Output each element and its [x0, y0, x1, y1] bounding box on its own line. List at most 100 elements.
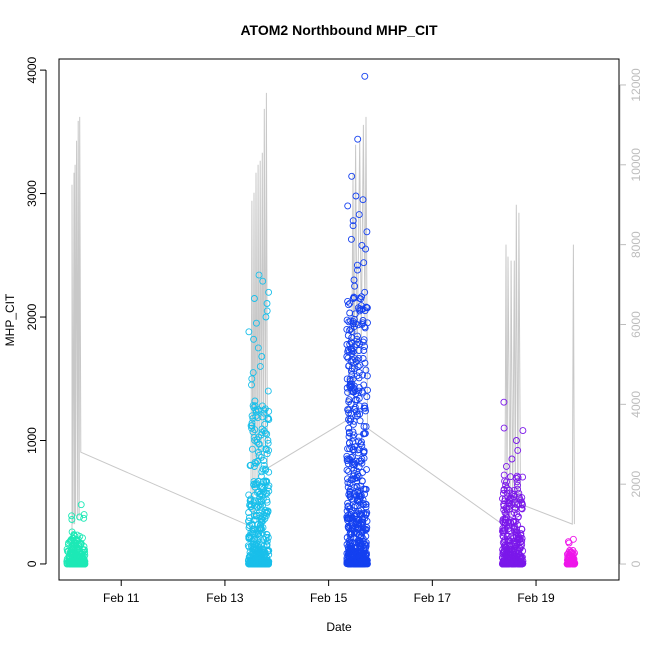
data-point [566, 547, 574, 554]
data-point [343, 384, 351, 392]
x-tick-label: Feb 11 [103, 591, 140, 605]
data-point [499, 489, 507, 497]
data-point [355, 387, 363, 395]
data-point [508, 510, 516, 518]
data-point [512, 437, 520, 444]
data-point [252, 459, 260, 467]
y-axis-title: MHP_CIT [3, 293, 17, 346]
data-point [355, 560, 363, 568]
data-point [353, 261, 361, 269]
plot-frame [58, 58, 620, 581]
data-point [349, 526, 357, 534]
data-point [355, 369, 363, 377]
data-point [247, 422, 255, 430]
data-point [345, 409, 353, 417]
data-point [73, 544, 81, 552]
data-point [253, 438, 261, 446]
data-point [564, 538, 572, 546]
data-point [264, 387, 272, 395]
data-point [502, 516, 510, 524]
data-point [249, 369, 257, 377]
data-point [499, 532, 507, 540]
data-point [346, 375, 354, 383]
data-point [73, 537, 81, 545]
data-point [258, 555, 265, 563]
data-point [510, 540, 518, 548]
data-point [260, 457, 268, 464]
data-point [259, 539, 267, 547]
data-point [354, 339, 362, 347]
data-point [259, 277, 267, 285]
series-5-points [563, 535, 579, 568]
data-point [260, 548, 268, 556]
data-point [352, 192, 360, 200]
data-point [245, 509, 253, 516]
data-point [257, 445, 265, 453]
data-point [346, 299, 354, 307]
data-point [248, 381, 255, 389]
data-point [363, 372, 371, 380]
data-point [253, 503, 261, 511]
y-tick-label: 4000 [25, 56, 39, 83]
x-axis-title: Date [326, 620, 352, 634]
data-point [347, 235, 355, 243]
y-tick-label: 1000 [25, 427, 39, 454]
data-point [264, 414, 272, 422]
data-point [344, 202, 352, 210]
data-point [362, 303, 370, 311]
data-point [363, 466, 370, 474]
data-point [246, 462, 254, 469]
data-point [502, 478, 510, 486]
data-point [76, 513, 84, 521]
points-layer [63, 72, 579, 568]
data-point [362, 366, 370, 374]
data-point [345, 396, 353, 404]
data-point [264, 534, 272, 541]
data-point [68, 516, 76, 523]
data-point [348, 545, 356, 553]
y-axis-right: 0 2000 4000 6000 8000 10000 12000 [619, 68, 643, 567]
data-point [252, 408, 260, 416]
data-point [501, 519, 509, 527]
data-point [514, 474, 522, 482]
data-point [504, 560, 512, 568]
data-point [354, 321, 362, 329]
data-point [344, 297, 352, 305]
data-point [344, 348, 352, 356]
data-point [356, 307, 364, 315]
data-point [346, 445, 354, 453]
data-point [348, 365, 356, 372]
data-point [63, 557, 71, 565]
data-point [343, 455, 351, 463]
data-point [353, 335, 361, 343]
data-point [362, 423, 370, 431]
data-point [258, 548, 266, 556]
data-point [343, 457, 351, 465]
series-1-points [63, 501, 89, 568]
secondary-series-line [71, 92, 575, 564]
data-point [262, 446, 270, 454]
y2-tick-label: 2000 [629, 471, 643, 498]
data-point [357, 482, 365, 490]
data-point [517, 530, 525, 538]
data-point [248, 412, 256, 420]
data-point [349, 295, 357, 302]
data-point [343, 452, 351, 460]
data-point [346, 485, 354, 493]
data-point [499, 517, 507, 525]
data-point [514, 481, 521, 489]
data-point [250, 463, 258, 470]
data-point [68, 542, 76, 550]
data-point [255, 533, 263, 541]
data-point [81, 557, 89, 565]
data-point [345, 467, 353, 475]
data-point [349, 375, 357, 383]
data-point [264, 439, 272, 447]
x-tick-label: Feb 13 [206, 591, 244, 605]
data-point [349, 356, 357, 364]
data-point [352, 408, 360, 416]
data-point [361, 540, 368, 548]
data-point [263, 450, 271, 458]
data-point [515, 553, 523, 561]
